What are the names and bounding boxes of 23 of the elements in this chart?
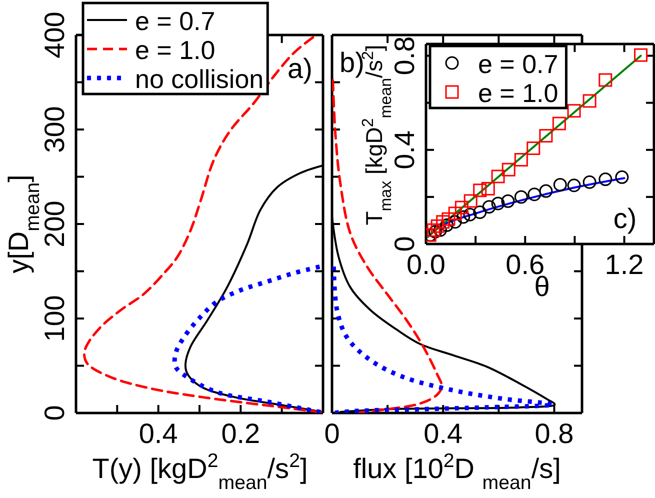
y-tick-label: 200	[39, 200, 70, 248]
y-tick-label: 0.8	[389, 36, 420, 76]
y-tick-label: 300	[39, 106, 70, 153]
x-tick-label: 0.4	[138, 418, 178, 449]
x-tick-label: 0.8	[534, 418, 574, 449]
y-tick-label: 0.4	[389, 130, 420, 170]
y-tick-label: 400	[39, 12, 70, 58]
x-axis-title: T(y) [kgD$^{2}$$_{mean}$/s$^{2}$]	[92, 450, 308, 494]
x-tick-label: 1.2	[604, 248, 644, 280]
y-tick-label: 0	[39, 405, 70, 421]
x-tick-label: 0	[324, 418, 340, 449]
annotation: a)	[288, 53, 312, 84]
y-tick-label: 100	[39, 295, 70, 342]
legend-label: no collision	[135, 64, 264, 94]
x-tick-label: 0.4	[424, 418, 463, 449]
legend-label: e = 0.7	[135, 6, 216, 36]
y-tick-label: 0	[389, 236, 420, 252]
legend-label: e = 0.7	[478, 49, 558, 79]
x-axis-title: flux [10$^{2}$D $_{mean}$/s]	[353, 450, 561, 494]
legend-label: e = 1.0	[478, 78, 558, 108]
annotation: c)	[613, 203, 637, 234]
x-tick-label: 0.2	[221, 418, 260, 449]
legend-label: e = 1.0	[135, 35, 216, 65]
